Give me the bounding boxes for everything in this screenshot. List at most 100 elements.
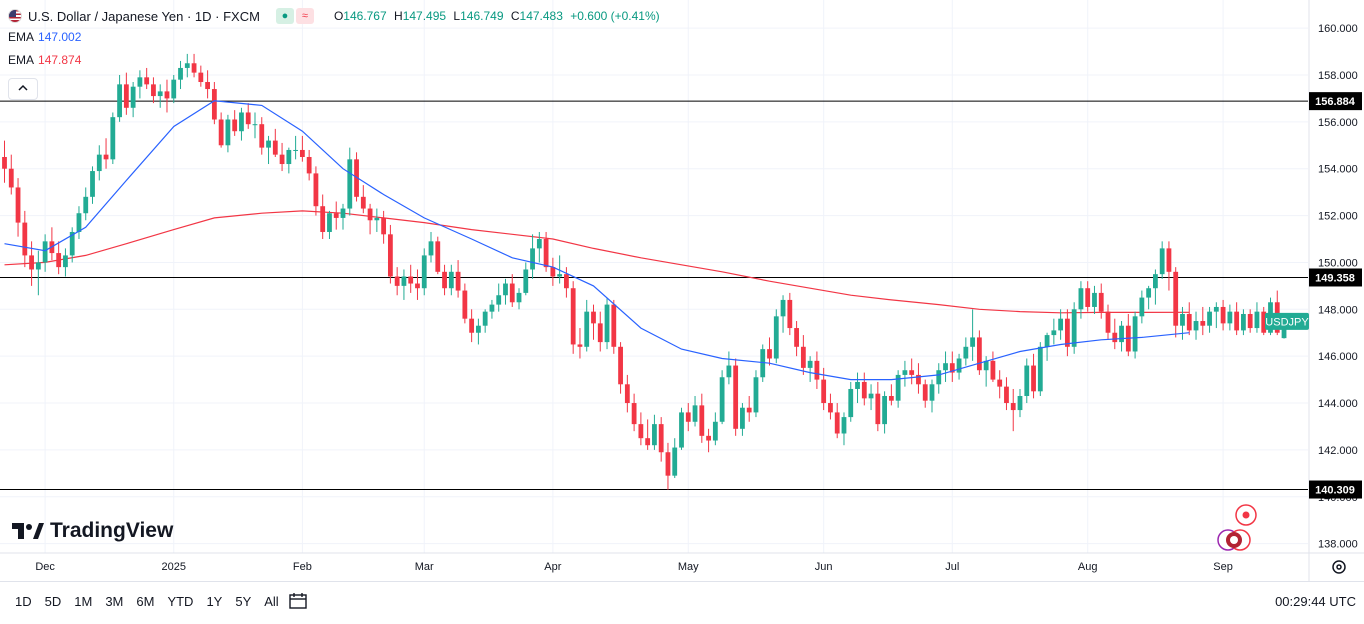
candle-body [320,206,326,232]
timeframe-5y[interactable]: 5Y [235,594,252,609]
candle [902,360,908,387]
candle-body [929,384,935,401]
candle [2,140,7,183]
candle [286,147,292,174]
candle [1200,306,1206,336]
candle [570,281,576,354]
candle [970,309,976,361]
candle [719,370,725,425]
candle-body [726,365,732,378]
candle-body [198,72,204,83]
candle-body [367,208,373,221]
timeframe-ytd[interactable]: YTD [167,594,194,609]
candle-body [76,213,82,232]
candle [327,210,332,240]
candle-body [1241,313,1246,331]
candle-body [1227,311,1233,324]
candle [1078,281,1084,319]
candle [225,114,231,153]
candle [428,231,434,263]
candle [787,292,793,336]
candle [1010,388,1016,432]
candle [652,414,657,450]
candle-body [1024,365,1030,397]
candle-body [387,234,393,277]
candle-body [442,271,447,289]
candle [1213,302,1219,329]
candle-body [523,269,529,293]
candle-body [895,374,901,401]
candle-body [306,156,312,174]
candle [387,224,393,284]
candle-body [374,217,380,221]
candle-body [347,159,353,209]
candle-body [1044,335,1050,347]
collapse-legend-button[interactable] [8,78,38,100]
candle [834,403,840,439]
level-price-tag [1309,480,1362,499]
candle-body [157,91,163,97]
brand-name: TradingView [50,519,174,542]
candle [516,288,522,310]
level-price-label: 156.884 [1315,96,1356,108]
candle-body [550,267,556,277]
candle [144,67,150,90]
candle-body [313,173,319,207]
candle-body [990,360,996,380]
candle-body [577,344,583,347]
candle-body [469,318,475,333]
price-chart[interactable]: 138.000140.000142.000144.000146.000148.0… [0,0,1364,581]
y-tick-label: 148.000 [1318,304,1358,316]
candle-body [638,424,644,439]
candle-body [591,311,596,324]
candle-body [340,208,346,218]
candle [408,264,414,293]
candle [333,201,339,230]
timeframe-all[interactable]: All [264,594,279,609]
utc-clock[interactable]: 00:29:44 UTC [1275,594,1356,609]
candle [103,138,109,169]
candle [239,107,244,141]
timeframe-1d[interactable]: 1D [15,594,32,609]
timeframe-1y[interactable]: 1Y [206,594,223,609]
candle [367,203,373,235]
symbol-title[interactable]: U.S. Dollar / Japanese Yen · 1D · FXCM [28,8,260,24]
event-marker-dot [1242,511,1250,519]
candle [807,356,813,382]
timeframe-1m[interactable]: 1M [74,594,93,609]
candle-body [530,248,535,270]
y-tick-label: 158.000 [1318,70,1358,82]
candle-body [29,255,34,270]
market-status-badges[interactable]: ● ≈ [275,8,314,24]
x-tick-label: 2025 [162,561,186,573]
candle [1247,309,1253,333]
candle-body [1153,274,1158,289]
candle-body [855,381,860,389]
tradingview-logo[interactable]: TradingView [12,519,173,543]
timeframe-5d[interactable]: 5D [44,594,62,609]
candle [550,257,556,286]
candle [1031,353,1036,399]
y-tick-label: 160.000 [1318,23,1358,35]
candle [814,351,820,389]
ema-fast-legend[interactable]: EMA 147.002 [8,30,82,44]
timeframe-3m[interactable]: 3M [105,594,124,609]
x-tick-label: Dec [35,561,55,573]
candle [469,309,475,343]
timeframe-6m[interactable]: 6M [136,594,155,609]
candle [462,283,468,324]
candle-body [672,447,678,476]
event-markers[interactable] [1217,504,1257,551]
ema-fast-layer [4,100,1190,381]
candle [726,351,732,385]
candle-body [205,82,210,90]
chart-settings-icon[interactable] [1330,558,1348,576]
candle-body [794,328,799,347]
candle-body [1180,313,1185,326]
candle [692,396,698,427]
candle-body [1010,403,1016,411]
candle-body [171,79,177,99]
ema-slow-legend[interactable]: EMA 147.874 [8,53,82,67]
calendar-goto-icon[interactable] [288,592,308,610]
candle-body [922,384,928,401]
